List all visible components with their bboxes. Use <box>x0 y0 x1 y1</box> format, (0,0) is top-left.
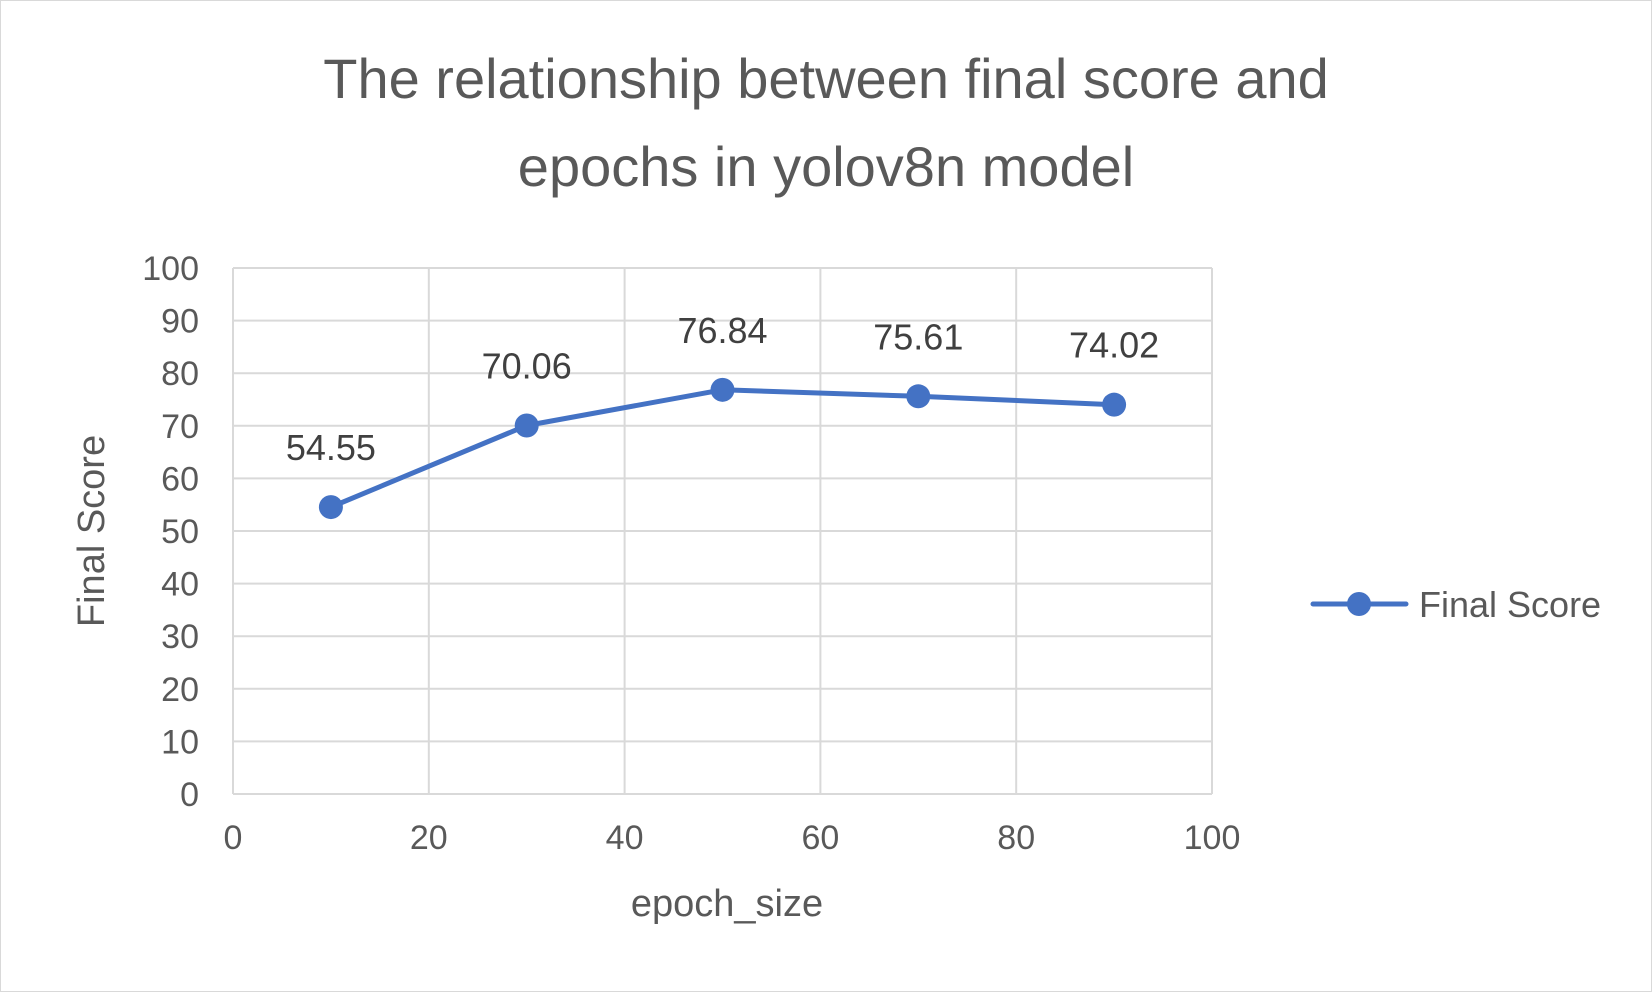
y-tick-label: 0 <box>180 776 199 814</box>
y-tick-label: 30 <box>161 618 199 656</box>
series-line <box>328 387 1117 510</box>
x-tick-label: 60 <box>801 819 839 857</box>
legend: Final Score <box>1310 584 1601 625</box>
legend-label: Final Score <box>1419 584 1601 625</box>
chart-title-line-1: The relationship between final score and <box>323 47 1329 110</box>
y-tick-label: 70 <box>161 408 199 446</box>
series-final-score <box>318 377 1127 520</box>
data-labels: 54.55 70.06 76.84 75.61 74.02 <box>286 310 1159 468</box>
y-tick-label: 20 <box>161 671 199 709</box>
x-tick-label: 100 <box>1184 819 1241 857</box>
y-tick-label: 60 <box>161 460 199 498</box>
y-tick-label: 80 <box>161 355 199 393</box>
plot-border <box>232 267 1213 795</box>
legend-marker-icon <box>1347 592 1371 616</box>
x-tick-label: 40 <box>606 819 644 857</box>
y-tick-label: 100 <box>142 250 199 288</box>
y-tick-label: 90 <box>161 303 199 341</box>
data-label: 74.02 <box>1069 325 1159 366</box>
y-tick-label: 10 <box>161 723 199 761</box>
x-tick-label: 80 <box>997 819 1035 857</box>
y-axis-title: Final Score <box>71 435 113 627</box>
data-label: 76.84 <box>677 310 767 351</box>
data-point <box>1102 392 1127 417</box>
x-tick-label: 20 <box>410 819 448 857</box>
data-label: 70.06 <box>482 345 572 386</box>
data-point <box>906 384 931 409</box>
x-tick-label: 0 <box>224 819 243 857</box>
data-point <box>318 495 343 520</box>
x-axis-title: epoch_size <box>631 883 823 925</box>
x-axis-ticks: 0 20 40 60 80 100 <box>224 819 1241 857</box>
y-axis-ticks: 0 10 20 30 40 50 60 70 80 90 100 <box>142 250 199 814</box>
data-label: 75.61 <box>873 316 963 357</box>
chart-title-line-2: epochs in yolov8n model <box>518 135 1134 198</box>
y-tick-label: 50 <box>161 513 199 551</box>
y-tick-label: 40 <box>161 566 199 604</box>
data-label: 54.55 <box>286 427 376 468</box>
data-point <box>514 413 539 438</box>
data-point <box>710 377 735 402</box>
